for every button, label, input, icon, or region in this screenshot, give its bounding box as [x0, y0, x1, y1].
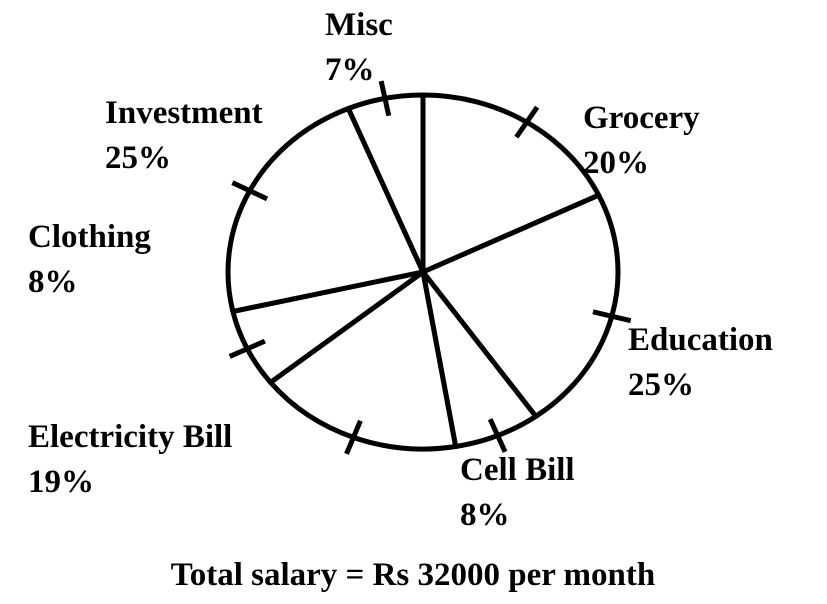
- slice-value-label: 25%: [628, 367, 694, 403]
- leader-tick: [231, 180, 269, 202]
- pie: [225, 92, 621, 452]
- slice-label: Clothing: [28, 219, 151, 255]
- slice-value-label: 8%: [28, 264, 78, 300]
- slice-label: Misc: [325, 7, 393, 43]
- chart-title: Total salary = Rs 32000 per month: [171, 557, 656, 593]
- slice-value-label: 7%: [325, 52, 375, 88]
- leader-tick: [487, 418, 508, 453]
- slice-value-label: 20%: [583, 145, 649, 181]
- slice-value-label: 8%: [460, 497, 510, 533]
- slice-label: Cell Bill: [460, 452, 575, 488]
- leader-tick: [378, 80, 392, 117]
- slice-value-label: 19%: [28, 464, 94, 500]
- slice-label: Education: [628, 322, 773, 358]
- leader-tick: [228, 338, 266, 359]
- slice-label: Grocery: [583, 100, 700, 136]
- leader-tick: [344, 419, 363, 455]
- slice-label: Investment: [105, 95, 263, 131]
- slice-label: Electricity Bill: [28, 419, 232, 455]
- labels: Grocery 20% Education 25% Cell Bill 8% Electri…: [28, 7, 773, 533]
- leader-tick: [592, 309, 632, 324]
- slice-value-label: 25%: [105, 140, 171, 176]
- leader-tick: [514, 105, 540, 139]
